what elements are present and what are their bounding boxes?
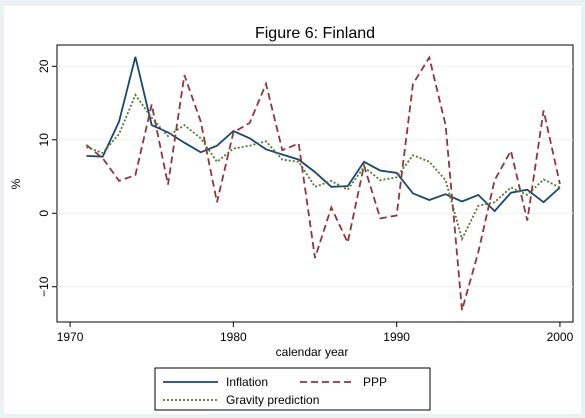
chart-title: Figure 6: Finland (255, 25, 375, 42)
legend-label: PPP (363, 375, 387, 389)
x-tick-label: 1970 (57, 330, 84, 344)
y-tick-label: 10 (37, 133, 51, 147)
y-tick-label: 0 (37, 210, 51, 217)
y-axis-label: % (9, 178, 23, 189)
x-axis-label: calendar year (276, 345, 349, 359)
series-line (86, 93, 561, 242)
x-tick-label: 1980 (220, 330, 247, 344)
y-tick-label: 20 (37, 59, 51, 73)
x-tick-label: 1990 (383, 330, 410, 344)
series-line (85, 55, 561, 311)
plot-area (56, 44, 574, 323)
legend-label: Gravity prediction (226, 393, 319, 407)
series-line (86, 56, 561, 213)
x-tick-label: 2000 (547, 330, 574, 344)
legend (154, 367, 431, 411)
y-tick-label: −10 (37, 276, 51, 297)
legend-label: Inflation (226, 375, 268, 389)
